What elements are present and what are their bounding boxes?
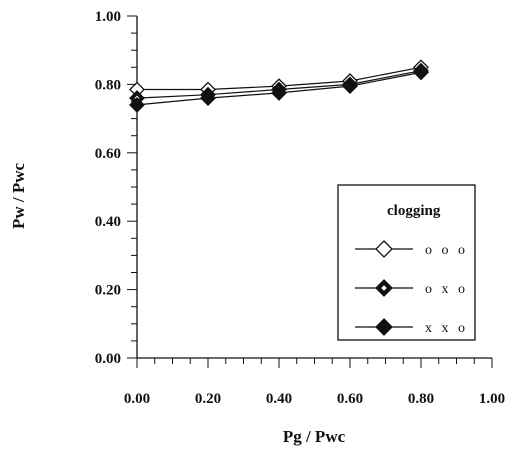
y-axis-title: Pw / Pwc <box>9 163 28 230</box>
data-point-s3 <box>413 64 429 81</box>
ticks: 0.00 0.20 0.40 0.60 0.80 1.00 0.00 0.20 0.40 0.60… <box>95 9 505 407</box>
y-tick-label: 0.20 <box>95 283 121 299</box>
data-point-s3 <box>200 90 216 106</box>
x-tick-label: 0.80 <box>408 391 434 407</box>
legend-marker-2-center <box>381 285 387 291</box>
legend-box <box>337 184 476 341</box>
data-point-s3 <box>342 78 358 95</box>
x-tick-label: 0.40 <box>266 391 292 407</box>
x-tick-label: 1.00 <box>479 391 505 407</box>
y-tick-label: 1.00 <box>95 9 121 25</box>
series-lines <box>129 59 429 113</box>
legend-label-3: x x o <box>425 321 468 336</box>
data-point-s3 <box>129 97 145 113</box>
legend-marker-1 <box>375 240 393 258</box>
legend-label-2: o x o <box>425 282 468 297</box>
legend: clogging o o o o x o x x o <box>337 184 476 341</box>
y-tick-label: 0.00 <box>95 351 121 367</box>
legend-marker-3 <box>375 318 393 336</box>
x-axis-title: Pg / Pwc <box>283 427 346 446</box>
legend-label-1: o o o <box>425 243 468 258</box>
y-tick-label: 0.80 <box>95 77 121 93</box>
x-tick-label: 0.20 <box>195 391 221 407</box>
legend-title: clogging <box>387 203 441 219</box>
x-tick-label: 0.60 <box>337 391 363 407</box>
data-point-s3 <box>271 85 287 101</box>
x-tick-label: 0.00 <box>124 391 150 407</box>
y-tick-label: 0.60 <box>95 146 121 162</box>
y-tick-label: 0.40 <box>95 214 121 230</box>
